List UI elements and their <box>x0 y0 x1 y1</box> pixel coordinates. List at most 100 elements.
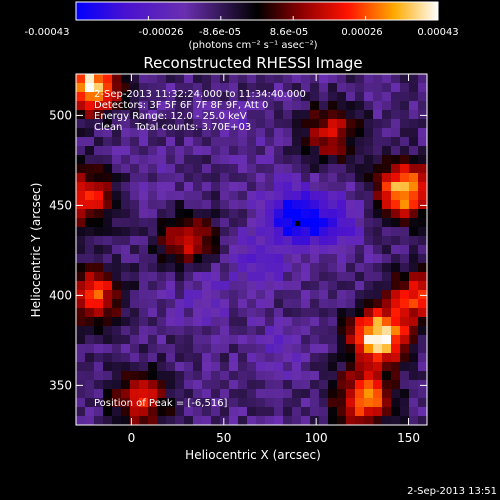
heatmap-cell <box>175 191 185 201</box>
heatmap-cell <box>373 146 383 156</box>
heatmap-cell <box>409 290 419 300</box>
heatmap-cell <box>391 254 401 264</box>
heatmap-cell <box>157 371 167 381</box>
heatmap-cell <box>202 173 212 183</box>
heatmap-cell <box>382 218 392 228</box>
heatmap-cell <box>418 245 427 255</box>
heatmap-cell <box>157 281 167 291</box>
heatmap-cell <box>148 74 158 84</box>
heatmap-cell <box>256 254 266 264</box>
heatmap-cell <box>148 326 158 336</box>
heatmap-cell <box>265 254 275 264</box>
heatmap-cell <box>103 83 113 93</box>
heatmap-cell <box>148 245 158 255</box>
heatmap-cell <box>139 119 149 129</box>
heatmap-cell <box>193 155 203 165</box>
heatmap-cell <box>364 317 374 327</box>
heatmap-cell <box>184 227 194 237</box>
heatmap-cell <box>319 182 329 192</box>
heatmap-cell <box>346 317 356 327</box>
heatmap-cell <box>193 335 203 345</box>
heatmap-cell <box>130 317 140 327</box>
heatmap-cell <box>202 263 212 273</box>
heatmap-cell <box>193 416 203 425</box>
heatmap-cell <box>184 191 194 201</box>
heatmap-cell <box>229 182 239 192</box>
heatmap-cell <box>346 110 356 120</box>
heatmap-cell <box>139 344 149 354</box>
heatmap-cell <box>76 380 86 390</box>
heatmap-cell <box>265 272 275 282</box>
heatmap-cell <box>166 245 176 255</box>
heatmap-cell <box>328 299 338 309</box>
heatmap-cell <box>193 137 203 147</box>
heatmap-cell <box>175 227 185 237</box>
heatmap-cell <box>175 353 185 363</box>
heatmap-cell <box>130 416 140 425</box>
heatmap-cell <box>139 299 149 309</box>
heatmap-cell <box>292 200 302 210</box>
heatmap-cell <box>418 407 427 417</box>
heatmap-cell <box>301 290 311 300</box>
heatmap-cell <box>364 74 374 84</box>
heatmap-cell <box>175 173 185 183</box>
heatmap-cell <box>112 92 122 102</box>
heatmap-cell <box>283 353 293 363</box>
heatmap-cell <box>211 344 221 354</box>
heatmap-cell <box>400 164 410 174</box>
chart-title: Reconstructed RHESSI Image <box>143 54 362 72</box>
heatmap-cell <box>112 245 122 255</box>
heatmap-cell <box>94 101 104 111</box>
heatmap-cell <box>337 389 347 399</box>
heatmap-cell <box>85 227 95 237</box>
heatmap-cell <box>301 299 311 309</box>
heatmap-cell <box>346 119 356 129</box>
heatmap-cell <box>319 101 329 111</box>
heatmap-cell <box>418 290 427 300</box>
heatmap-cell <box>112 326 122 336</box>
heatmap-cell <box>76 209 86 219</box>
heatmap-cell <box>157 92 167 102</box>
heatmap-cell <box>292 353 302 363</box>
heatmap-cell <box>193 299 203 309</box>
heatmap-cell <box>274 173 284 183</box>
heatmap-cell <box>130 281 140 291</box>
heatmap-cell <box>310 137 320 147</box>
heatmap-cell <box>103 398 113 408</box>
heatmap-cell <box>103 209 113 219</box>
heatmap-cell <box>139 110 149 120</box>
heatmap-cell <box>400 263 410 273</box>
heatmap-cell <box>157 200 167 210</box>
heatmap-cell <box>112 398 122 408</box>
heatmap-cell <box>229 236 239 246</box>
heatmap-cell <box>328 416 338 425</box>
heatmap-cell <box>76 164 86 174</box>
heatmap-cell <box>409 272 419 282</box>
heatmap-cell <box>103 236 113 246</box>
heatmap-cell <box>76 416 86 425</box>
heatmap-cell <box>274 101 284 111</box>
heatmap-cell <box>103 335 113 345</box>
heatmap-cell <box>211 335 221 345</box>
heatmap-cell <box>85 200 95 210</box>
heatmap-cell <box>391 83 401 93</box>
heatmap-cell <box>346 326 356 336</box>
heatmap-cell <box>337 317 347 327</box>
heatmap-cell <box>184 380 194 390</box>
heatmap-cell <box>346 200 356 210</box>
heatmap-cell <box>337 371 347 381</box>
heatmap-cell <box>121 326 131 336</box>
heatmap-cell <box>184 407 194 417</box>
heatmap-cell <box>328 191 338 201</box>
heatmap-cell <box>310 353 320 363</box>
heatmap-cell <box>148 173 158 183</box>
heatmap-cell <box>283 146 293 156</box>
heatmap-cell <box>238 146 248 156</box>
heatmap-cell <box>418 416 427 425</box>
x-axis-label: Heliocentric X (arcsec) <box>185 448 321 462</box>
heatmap-cell <box>85 344 95 354</box>
heatmap-cell <box>157 119 167 129</box>
heatmap-cell <box>211 74 221 84</box>
heatmap-cell <box>184 128 194 138</box>
heatmap-cell <box>184 245 194 255</box>
